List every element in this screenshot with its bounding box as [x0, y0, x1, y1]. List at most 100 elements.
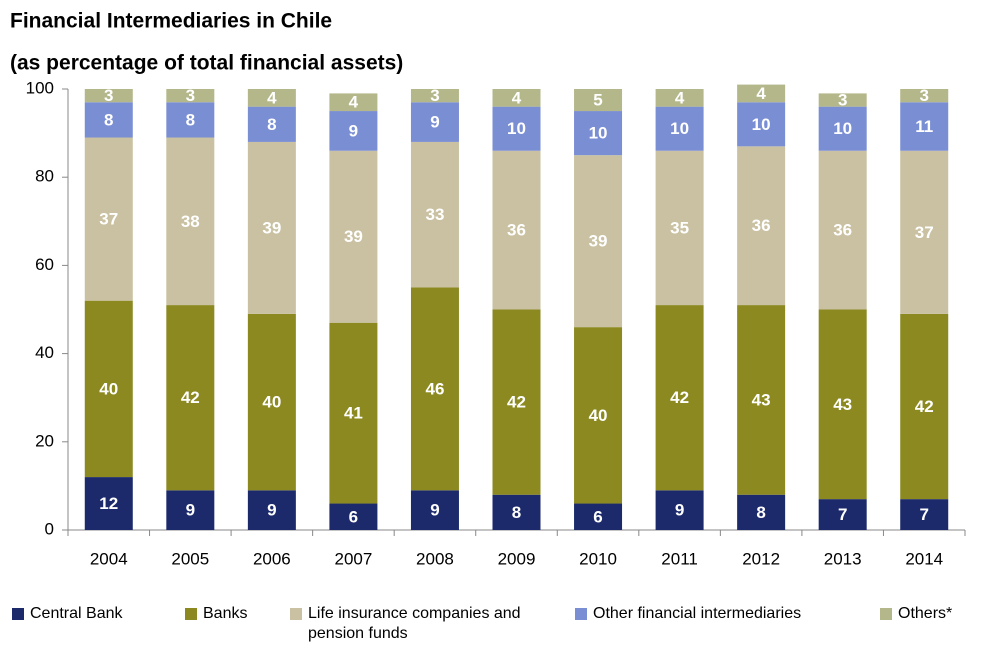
bar-segment [410, 141, 459, 288]
bar-segment [492, 150, 541, 310]
data-label: 40 [99, 379, 118, 398]
bar-segment [655, 89, 704, 107]
x-tick-label: 2011 [661, 549, 698, 568]
data-label: 43 [833, 395, 852, 414]
data-label: 3 [186, 86, 195, 105]
x-tick-label: 2010 [579, 549, 617, 568]
data-label: 3 [919, 86, 928, 105]
y-tick-label: 60 [35, 255, 54, 274]
legend-label: Central Bank [30, 605, 123, 622]
data-label: 40 [589, 406, 608, 425]
y-tick-label: 0 [45, 519, 54, 538]
data-label: 4 [267, 88, 277, 107]
data-label: 9 [267, 501, 276, 520]
data-label: 40 [262, 393, 281, 412]
bar-segment [574, 503, 623, 530]
bar-segment [492, 106, 541, 151]
data-label: 9 [186, 501, 195, 520]
data-label: 36 [752, 216, 771, 235]
bar-segment [900, 89, 949, 103]
bar-segment [737, 84, 786, 103]
data-label: 9 [430, 501, 439, 520]
bar-segment [84, 102, 133, 138]
data-label: 10 [507, 119, 526, 138]
data-label: 10 [833, 119, 852, 138]
data-label: 43 [752, 390, 771, 409]
data-label: 41 [344, 404, 363, 423]
bar-segment [818, 150, 867, 310]
data-label: 10 [670, 119, 689, 138]
bar-segment [737, 494, 786, 530]
data-label: 33 [425, 205, 444, 224]
data-label: 3 [104, 86, 113, 105]
chart: Financial Intermediaries in Chile (as pe… [10, 10, 966, 568]
data-label: 35 [670, 218, 689, 237]
data-label: 39 [589, 232, 608, 251]
legend-item: Banks [185, 604, 285, 624]
data-label: 8 [104, 110, 113, 129]
chart-title: Financial Intermediaries in Chile [10, 10, 332, 33]
data-label: 8 [267, 115, 276, 134]
bar-segment [84, 137, 133, 301]
legend: Central Bank Banks Life insurance companie… [0, 604, 983, 649]
data-label: 42 [670, 388, 689, 407]
data-label: 8 [186, 110, 195, 129]
data-label: 3 [430, 86, 439, 105]
bar-segment [737, 305, 786, 495]
data-label: 3 [838, 91, 847, 110]
legend-swatch [12, 608, 24, 620]
data-label: 39 [262, 218, 281, 237]
x-tick-label: 2013 [824, 549, 862, 568]
y-tick-label: 100 [26, 78, 54, 97]
data-label: 46 [425, 379, 444, 398]
bar-segment [655, 490, 704, 530]
y-tick-label: 80 [35, 167, 54, 186]
legend-item: Other financial intermediaries [575, 604, 875, 624]
chart-subtitle: (as percentage of total financial assets… [10, 52, 403, 75]
bar-segment [900, 102, 949, 151]
data-label: 6 [593, 507, 602, 526]
data-label: 6 [349, 507, 358, 526]
bar-segment [574, 111, 623, 156]
bar-segment [900, 313, 949, 500]
bar-segment [247, 106, 296, 142]
data-label: 42 [915, 397, 934, 416]
bar-segment [900, 150, 949, 314]
data-label: 37 [99, 210, 118, 229]
bar-segment [329, 93, 378, 112]
bar-segment [410, 287, 459, 491]
legend-label: Banks [203, 605, 248, 622]
data-label: 8 [512, 503, 521, 522]
bar-segment [818, 106, 867, 151]
bar-segment [492, 89, 541, 107]
data-label: 4 [675, 88, 685, 107]
bar-segment [329, 322, 378, 504]
bar-segment [247, 89, 296, 107]
bar-segment [247, 490, 296, 530]
data-label: 42 [181, 388, 200, 407]
bar-segment [166, 89, 215, 103]
x-tick-label: 2005 [171, 549, 209, 568]
data-label: 42 [507, 393, 526, 412]
legend-item: Life insurance companies and pension fun… [290, 604, 570, 644]
bar-segment [492, 494, 541, 530]
bar-segment [737, 102, 786, 147]
y-tick-label: 40 [35, 343, 54, 362]
legend-label: Life insurance companies and pension fun… [308, 605, 521, 642]
x-tick-label: 2008 [416, 549, 454, 568]
bar-segment [329, 503, 378, 530]
legend-swatch [880, 608, 892, 620]
bar-segment [492, 309, 541, 495]
legend-swatch [575, 608, 587, 620]
data-label: 9 [675, 501, 684, 520]
data-label: 38 [181, 212, 200, 231]
bar-segment [900, 499, 949, 530]
bar-segment [410, 490, 459, 530]
data-label: 8 [756, 503, 765, 522]
data-label: 7 [838, 505, 847, 524]
bar-segment [737, 146, 786, 306]
bar-segment [84, 89, 133, 103]
legend-swatch [290, 608, 302, 620]
bar-segment [574, 89, 623, 112]
